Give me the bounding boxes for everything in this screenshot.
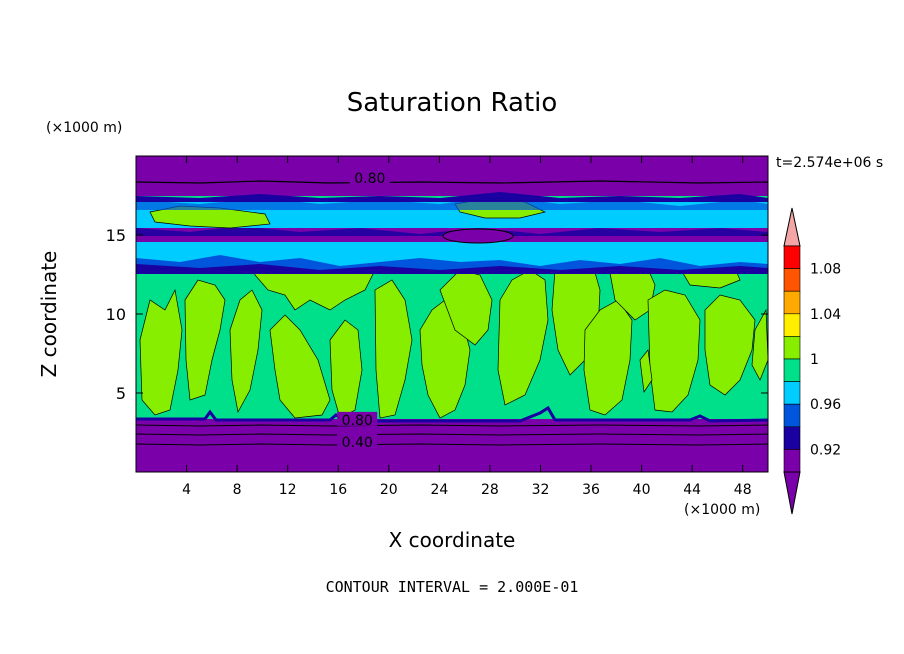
colorbar-tick-label: 1.08 — [810, 262, 841, 278]
contour-line-low-2 — [136, 433, 768, 436]
colorbar-segment — [783, 268, 801, 292]
colorbar-segment — [783, 426, 801, 450]
contour-label: 0.80 — [354, 171, 385, 187]
x-tick-label: 16 — [329, 482, 347, 498]
contour-line-low-3 — [136, 443, 768, 446]
x-tick-label: 40 — [633, 482, 651, 498]
x-tick-label: 12 — [279, 482, 297, 498]
purple-core-blob — [442, 228, 514, 244]
y-tick-label: 10 — [106, 305, 126, 324]
band-navy-lower — [136, 264, 768, 274]
x-tick-label: 24 — [430, 482, 448, 498]
colorbar-extend-under — [783, 471, 801, 515]
x-tick-label: 4 — [182, 482, 191, 498]
contour-label: 0.80 — [342, 413, 373, 429]
x-tick-label: 36 — [582, 482, 600, 498]
top-dry-layer — [136, 156, 768, 196]
upper-navy-edge — [136, 192, 768, 202]
x-tick-label: 48 — [734, 482, 752, 498]
low-dry-layer — [136, 419, 768, 472]
colorbar-segment — [783, 403, 801, 428]
contour-interval-footer: CONTOUR INTERVAL = 2.000E-01 — [325, 578, 579, 596]
contour-label: 0.40 — [342, 435, 373, 451]
x-tick-label: 8 — [233, 482, 242, 498]
x-axis-ticks: 4 8 12 16 20 24 28 32 36 40 44 48 — [182, 156, 752, 498]
colorbar-segment — [783, 290, 801, 315]
colorbar-segment — [783, 449, 801, 473]
colorbar-segment — [783, 313, 801, 337]
contour-line-low-1 — [136, 424, 768, 427]
contour-labels: 0.80 0.80 0.40 — [337, 170, 390, 451]
y-axis-label: Z coordinate — [37, 250, 61, 378]
contour-label-bg — [349, 170, 390, 185]
colorbar-segment — [783, 245, 801, 269]
colorbar-segment — [783, 381, 801, 405]
contour-label-bg — [337, 411, 378, 426]
colorbar-tick-label: 0.96 — [810, 397, 841, 413]
colorbar-segment — [783, 358, 801, 382]
x-tick-label: 44 — [683, 482, 701, 498]
x-tick-label: 20 — [380, 482, 398, 498]
x-tick-label: 28 — [481, 482, 499, 498]
colorbar-tick-label: 0.92 — [810, 442, 841, 458]
x-tick-label: 32 — [532, 482, 550, 498]
colorbar-tick-label: 1.04 — [810, 307, 841, 323]
x-unit-label: (×1000 m) — [684, 502, 761, 518]
colorbar-extend-over — [783, 207, 801, 247]
low-boundary — [136, 405, 768, 423]
contour-line-top — [136, 180, 768, 184]
x-axis-label: X coordinate — [388, 528, 516, 552]
y-axis-ticks: 5 10 15 — [106, 226, 768, 403]
upper-blue-edge — [136, 196, 768, 210]
chart-title: Saturation Ratio — [346, 88, 558, 118]
colorbar-tick-label: 1 — [810, 352, 819, 368]
y-unit-label: (×1000 m) — [46, 120, 123, 136]
y-tick-label: 15 — [106, 226, 126, 245]
colorbar: 1.08 1.04 1 0.96 0.92 — [783, 207, 841, 515]
y-tick-label: 5 — [116, 384, 126, 403]
colorbar-segment — [783, 336, 801, 360]
contour-label-bg — [337, 433, 378, 448]
time-label: t=2.574e+06 s — [776, 155, 884, 171]
